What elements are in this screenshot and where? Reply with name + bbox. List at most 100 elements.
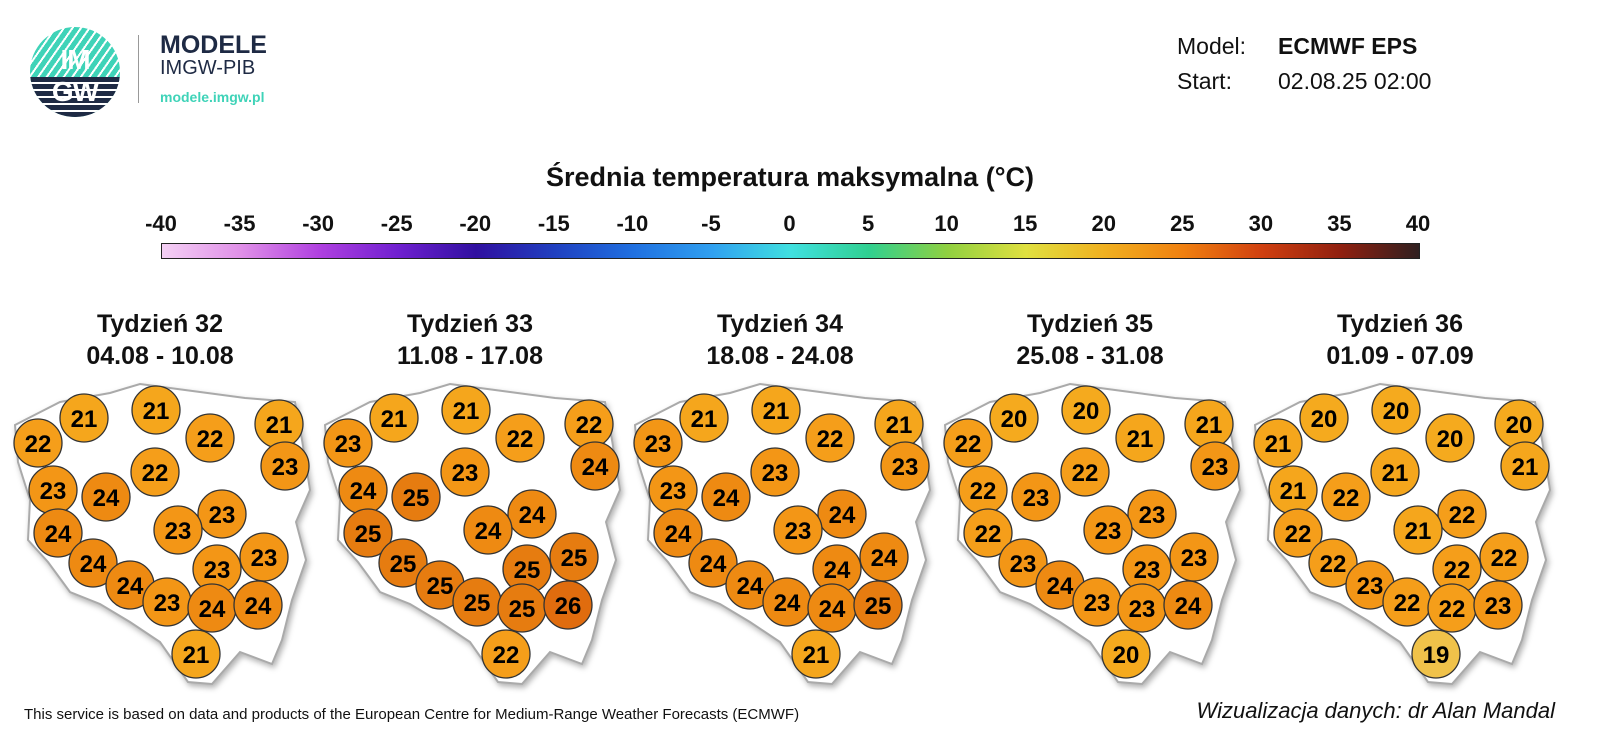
temperature-value: 23 (452, 460, 479, 487)
temperature-value: 22 (1491, 545, 1518, 572)
logo-text-top: IM (60, 44, 90, 75)
temperature-value: 22 (576, 412, 603, 439)
temperature-value: 25 (865, 593, 892, 620)
colorbar-tick: 5 (861, 211, 875, 236)
temperature-marker (1299, 393, 1349, 443)
temperature-value: 24 (871, 545, 898, 572)
temperature-marker (1371, 385, 1421, 435)
temperature-value: 24 (582, 454, 609, 481)
temperature-marker (130, 447, 180, 497)
temperature-marker (1473, 580, 1523, 630)
temperature-value: 20 (1437, 426, 1464, 453)
temperature-value: 23 (1010, 551, 1037, 578)
logo-text-bottom: GW (51, 76, 99, 107)
colorbar-tick: 25 (1170, 211, 1195, 236)
temperature-value: 21 (71, 406, 98, 433)
temperature-marker (805, 413, 855, 463)
temperature-marker (859, 532, 909, 582)
week-header: Tydzień 32 04.08 - 10.08 (10, 308, 310, 372)
colorbar-tick: -10 (616, 211, 649, 236)
temperature-value: 22 (1394, 590, 1421, 617)
temperature-value: 25 (561, 545, 588, 572)
temperature-marker (1083, 505, 1133, 555)
temperature-marker (1308, 538, 1358, 588)
temperature-marker (791, 629, 841, 679)
temperature-marker (197, 489, 247, 539)
temperature-marker (239, 532, 289, 582)
temperature-value: 24 (475, 518, 502, 545)
week-dates: 01.09 - 07.09 (1326, 342, 1474, 370)
temperature-value: 21 (763, 398, 790, 425)
temperature-marker (1370, 447, 1420, 497)
temperature-marker (751, 385, 801, 435)
temperature-marker (817, 489, 867, 539)
temperature-value: 21 (1127, 426, 1154, 453)
temperature-value: 22 (955, 431, 982, 458)
temperature-value: 23 (645, 431, 672, 458)
temperature-value: 21 (266, 412, 293, 439)
temperature-value: 23 (1084, 590, 1111, 617)
temperature-value: 22 (970, 478, 997, 505)
week-name: Tydzień 35 (1027, 310, 1153, 338)
temperature-value: 23 (1129, 596, 1156, 623)
week-dates: 18.08 - 24.08 (706, 342, 854, 370)
temperature-marker (441, 385, 491, 435)
temperature-marker (998, 538, 1048, 588)
temperature-value: 23 (1134, 557, 1161, 584)
temperature-marker (750, 447, 800, 497)
temperature-value: 21 (886, 412, 913, 439)
colorbar (161, 243, 1420, 259)
temperature-marker (343, 508, 393, 558)
temperature-marker (13, 418, 63, 468)
colorbar-tick: 10 (934, 211, 959, 236)
footer-attribution: This service is based on data and produc… (24, 706, 800, 723)
temperature-value: 23 (251, 545, 278, 572)
temperature-marker (880, 441, 930, 491)
temperature-value: 25 (403, 485, 430, 512)
temperature-value: 21 (1265, 431, 1292, 458)
temperature-marker (1500, 441, 1550, 491)
temperature-value: 20 (1073, 398, 1100, 425)
temperature-value: 23 (165, 518, 192, 545)
temperature-marker (59, 393, 109, 443)
temperature-value: 22 (197, 426, 224, 453)
week-map: 21 21 22 21 23 23 23 23 24 24 23 24 24 24 24 24 24 24 25 21 (633, 382, 932, 686)
temperature-value: 22 (142, 460, 169, 487)
temperature-value: 22 (1439, 596, 1466, 623)
temperature-value: 24 (519, 502, 546, 529)
temperature-value: 24 (824, 557, 851, 584)
temperature-value: 23 (272, 454, 299, 481)
temperature-value: 24 (774, 590, 801, 617)
colorbar-tick: -15 (537, 211, 570, 236)
week-name: Tydzień 36 (1337, 310, 1463, 338)
week-name: Tydzień 34 (717, 310, 843, 338)
temperature-value: 26 (555, 593, 582, 620)
temperature-value: 23 (1181, 545, 1208, 572)
temperature-value: 25 (509, 596, 536, 623)
temperature-value: 21 (691, 406, 718, 433)
temperature-marker (1479, 532, 1529, 582)
temperature-value: 24 (819, 596, 846, 623)
week-dates: 11.08 - 17.08 (397, 342, 543, 370)
week-dates: 04.08 - 10.08 (86, 342, 234, 370)
temperature-value: 24 (713, 485, 740, 512)
temperature-value: 22 (1449, 502, 1476, 529)
temperature-marker (33, 508, 83, 558)
temperature-marker (1169, 532, 1219, 582)
imgw-logo: IM GW (30, 27, 120, 117)
temperature-value: 24 (737, 573, 764, 600)
temperature-marker (688, 538, 738, 588)
temperature-value: 24 (117, 573, 144, 600)
temperature-value: 22 (1320, 551, 1347, 578)
brand-url[interactable]: modele.imgw.pl (160, 89, 265, 105)
temperature-value: 22 (1285, 521, 1312, 548)
temperature-marker (131, 385, 181, 435)
temperature-marker (463, 505, 513, 555)
temperature-marker (1190, 441, 1240, 491)
colorbar-tick: 40 (1405, 211, 1431, 236)
temperature-value: 24 (199, 596, 226, 623)
temperature-marker (1437, 489, 1487, 539)
temperature-value: 24 (350, 478, 377, 505)
temperature-value: 24 (80, 551, 107, 578)
temperature-value: 21 (803, 642, 830, 669)
